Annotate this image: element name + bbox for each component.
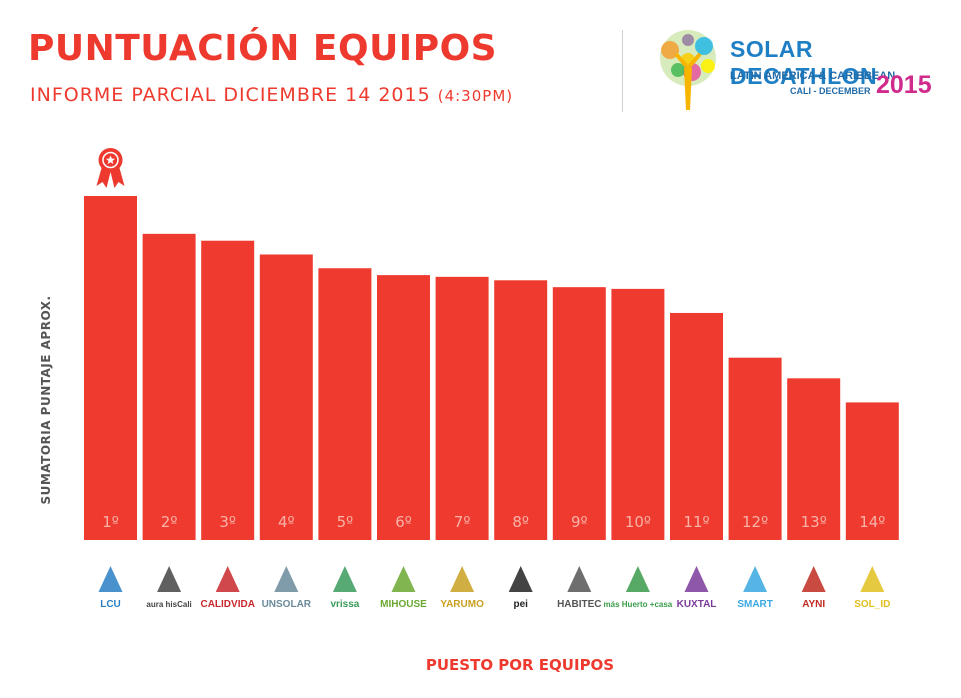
event-year: 2015 <box>876 71 932 99</box>
team-name-3: CALIDVIDA <box>200 599 254 610</box>
bar-10 <box>611 288 665 540</box>
team-logo-5: vrissa <box>330 566 360 610</box>
team-mark-icon <box>391 566 416 592</box>
team-logo-10: más Huerto +casa <box>604 566 673 609</box>
bar-11 <box>670 312 723 540</box>
team-name-6: MIHOUSE <box>380 599 427 610</box>
rank-label-9: 9º <box>571 513 588 531</box>
team-name-14: SOL_ID <box>854 599 890 610</box>
x-axis-label: PUESTO POR EQUIPOS <box>425 656 615 674</box>
team-logo-3: CALIDVIDA <box>200 566 255 610</box>
team-mark-icon <box>567 566 592 592</box>
rank-label-1: 1º <box>102 513 119 531</box>
report-time: (4:30PM) <box>437 87 514 105</box>
team-logo-2: aura hisCali <box>146 566 192 609</box>
team-name-9: HABITEC <box>557 599 601 610</box>
rank-label-4: 4º <box>278 513 295 531</box>
team-mark-icon <box>450 566 475 592</box>
rank-label-10: 10º <box>625 513 651 531</box>
bar-5 <box>318 268 372 540</box>
rank-label-8: 8º <box>512 513 529 531</box>
rank-label-7: 7º <box>454 513 471 531</box>
bar-9 <box>552 287 606 540</box>
bar-3 <box>201 240 255 540</box>
team-logo-1: LCU <box>98 566 123 610</box>
bar-12 <box>728 357 782 540</box>
bar-8 <box>494 280 548 540</box>
team-name-10: más Huerto +casa <box>604 600 673 609</box>
ranking-bar-chart: 1º 2º 3º 4º 5º 6º 7º 8º 9º 10º 11º 12º 13º 14º <box>84 148 899 541</box>
rank-label-3: 3º <box>219 513 236 531</box>
tree-logo-icon <box>660 30 716 110</box>
team-name-13: AYNI <box>802 599 825 610</box>
team-name-11: KUXTAL <box>677 599 717 610</box>
team-mark-icon <box>625 566 650 592</box>
team-logo-4: UNSOLAR <box>262 566 312 610</box>
team-name-2: aura hisCali <box>146 600 191 609</box>
bar-1 <box>84 196 137 540</box>
rank-label-12: 12º <box>742 513 768 531</box>
rank-label-14: 14º <box>859 513 885 531</box>
team-name-12: SMART <box>737 599 773 610</box>
rank-label-5: 5º <box>337 513 354 531</box>
team-mark-icon <box>215 566 240 592</box>
report-date: INFORME PARCIAL DICIEMBRE 14 2015 <box>30 84 431 106</box>
team-name-8: pei <box>513 599 528 610</box>
team-name-1: LCU <box>100 599 121 610</box>
chart-subtitle: INFORME PARCIAL DICIEMBRE 14 2015 (4:30P… <box>30 84 513 106</box>
team-logo-8: pei <box>508 566 533 610</box>
bar-6 <box>377 275 430 540</box>
winner-ribbon-icon <box>96 148 125 188</box>
team-logo-12: SMART <box>737 566 773 610</box>
team-name-5: vrissa <box>330 599 359 610</box>
team-mark-icon <box>743 566 768 592</box>
team-mark-icon <box>684 566 709 592</box>
bar-13 <box>787 378 841 540</box>
team-name-4: UNSOLAR <box>262 599 312 610</box>
rank-label-11: 11º <box>683 513 709 531</box>
team-mark-icon <box>274 566 299 592</box>
team-logo-11: KUXTAL <box>677 566 717 610</box>
event-name: SOLAR DECATHLON <box>730 36 878 89</box>
team-mark-icon <box>98 566 123 592</box>
team-mark-icon <box>332 566 357 592</box>
team-mark-icon <box>860 566 885 592</box>
team-logo-7: YARUMO <box>440 566 484 610</box>
event-region: LATIN AMERICA & CARIBBEAN <box>730 70 896 82</box>
rank-label-6: 6º <box>395 513 412 531</box>
team-logo-6: MIHOUSE <box>380 566 427 610</box>
header-divider <box>622 30 623 112</box>
solar-decathlon-logo: SOLAR DECATHLON LATIN AMERICA & CARIBBEA… <box>648 26 948 116</box>
team-mark-icon <box>157 566 182 592</box>
bar-7 <box>435 276 489 540</box>
rank-label-2: 2º <box>161 513 178 531</box>
bar-4 <box>259 254 313 541</box>
team-logo-9: HABITEC <box>557 566 602 610</box>
bar-2 <box>142 233 196 540</box>
team-logo-13: AYNI <box>801 566 826 610</box>
chart-title: PUNTUACIÓN EQUIPOS <box>28 28 498 69</box>
team-name-7: YARUMO <box>440 599 484 610</box>
event-location: CALI - DECEMBER <box>790 86 871 96</box>
bar-14 <box>845 402 899 540</box>
team-mark-icon <box>508 566 533 592</box>
team-mark-icon <box>801 566 826 592</box>
rank-label-13: 13º <box>801 513 827 531</box>
team-logo-14: SOL_ID <box>854 566 890 610</box>
